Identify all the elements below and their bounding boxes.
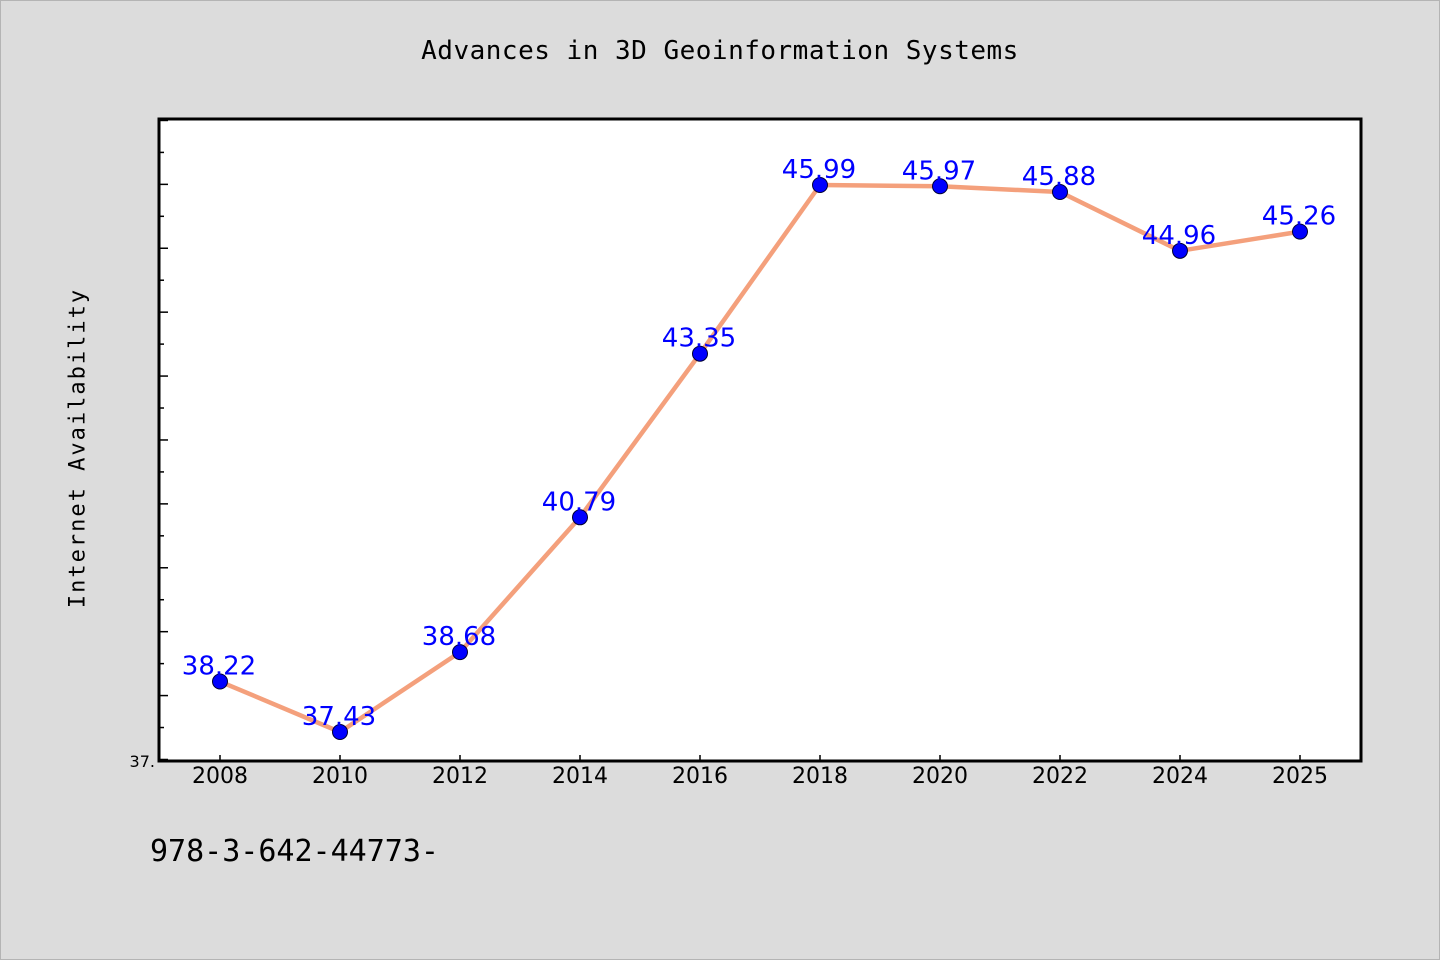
y-axis-ticks: 37.: [130, 119, 168, 771]
x-tick-label: 2016: [672, 764, 728, 789]
data-point-marker: [572, 509, 588, 526]
data-label: 45.88: [1022, 162, 1096, 192]
data-label: 38.22: [182, 652, 256, 682]
footer-id-text: 978-3-642-44773-: [150, 834, 439, 869]
data-labels-group: 38.22 37.43 38.68 40.79 43.35 45.99 45.97 45.88…: [182, 155, 1336, 732]
data-point-marker: [1052, 184, 1068, 201]
x-tick-label: 2020: [912, 764, 968, 789]
y-tick-label: 37.: [130, 752, 155, 771]
data-point-marker: [692, 345, 708, 362]
data-point-marker: [1172, 242, 1188, 259]
x-tick-label: 2014: [552, 764, 608, 789]
x-tick-label: 2008: [192, 764, 248, 789]
plot-area: [157, 117, 1363, 763]
data-point-marker: [332, 724, 348, 740]
x-tick-label: 2022: [1032, 764, 1088, 789]
data-label: 37.43: [302, 702, 376, 732]
x-tick-label: 2025: [1272, 764, 1328, 789]
data-label: 43.35: [662, 324, 736, 354]
data-label: 45.97: [902, 156, 976, 186]
x-tick-label: 2024: [1152, 764, 1208, 789]
data-label: 45.99: [782, 155, 856, 185]
data-point-marker: [812, 177, 828, 193]
x-tick-label: 2010: [312, 764, 368, 789]
x-tick-label: 2012: [432, 764, 488, 789]
chart-title: Advances in 3D Geoinformation Systems: [421, 36, 1019, 66]
data-point-marker: [212, 673, 228, 690]
data-point-marker: [932, 178, 948, 195]
x-axis-ticks: 2008 2010 2012 2014 2016 2018 2020 2022 2024 2025: [192, 755, 1328, 789]
data-label: 40.79: [542, 487, 616, 517]
data-label: 38.68: [422, 622, 496, 652]
data-label: 44.96: [1142, 221, 1216, 251]
series-line: [219, 182, 1301, 735]
data-label: 45.26: [1262, 202, 1336, 232]
data-point-marker: [452, 644, 468, 661]
markers-group: [212, 177, 1308, 740]
x-tick-label: 2018: [792, 764, 848, 789]
series-line-group: [219, 182, 1301, 735]
data-point-marker: [1292, 223, 1308, 240]
